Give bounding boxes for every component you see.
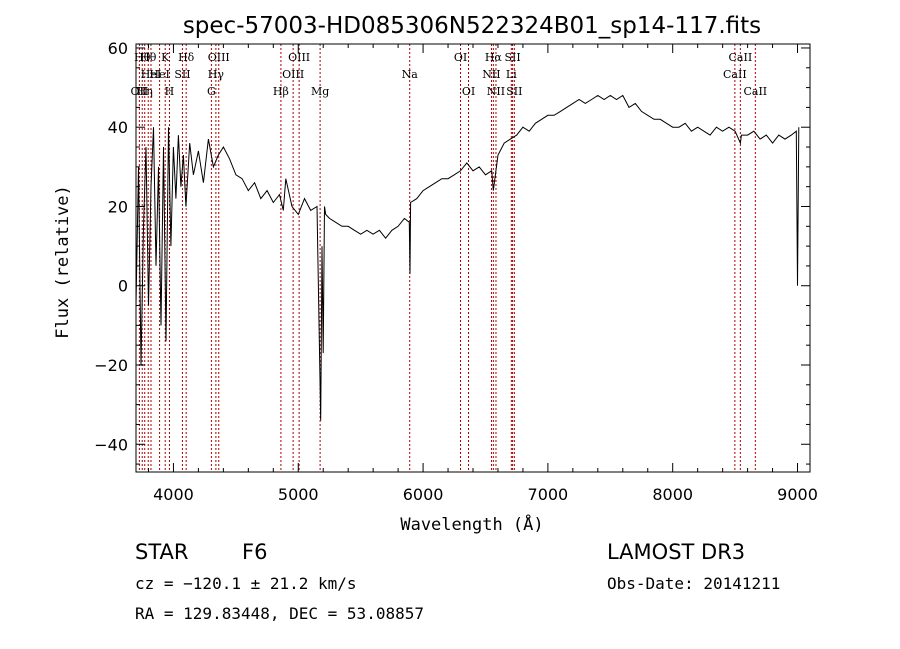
line-marker-label: CaII bbox=[743, 85, 767, 98]
spectrum-line bbox=[135, 94, 800, 421]
line-marker-label: Hθ bbox=[140, 51, 157, 64]
line-marker-label: Li bbox=[506, 68, 517, 81]
line-marker-label: Hγ bbox=[208, 68, 225, 81]
y-tick-label: 60 bbox=[108, 39, 128, 58]
line-marker-label: OI bbox=[462, 85, 475, 98]
line-marker-label: Hβ bbox=[273, 85, 289, 98]
spectrum-series bbox=[135, 94, 800, 421]
object-class: STAR bbox=[135, 540, 189, 564]
line-marker-label: HeI bbox=[141, 68, 161, 81]
line-marker-label: Hδ bbox=[178, 51, 195, 64]
line-markers bbox=[138, 44, 756, 472]
line-marker-label: G bbox=[207, 85, 216, 98]
y-tick-label: −40 bbox=[94, 435, 128, 454]
line-marker-label: Hθ bbox=[134, 51, 151, 64]
survey-name: LAMOST DR3 bbox=[607, 540, 746, 564]
velocity-text: cz = −120.1 ± 21.2 km/s bbox=[135, 574, 357, 593]
line-marker-label: OIII bbox=[208, 51, 230, 64]
line-marker-label: Hη bbox=[137, 85, 153, 98]
line-marker-label: H bbox=[165, 85, 175, 98]
line-marker-label: CaII bbox=[729, 51, 753, 64]
line-marker-labels: OIIHθHηHθHeIHeIKHSIIHδGHγOIIIHβOIIIOIIIM… bbox=[131, 51, 768, 98]
y-tick-label: 20 bbox=[108, 197, 128, 216]
x-tick-label: 5000 bbox=[278, 485, 319, 504]
x-tick-label: 4000 bbox=[153, 485, 194, 504]
line-marker-label: SII bbox=[504, 51, 520, 64]
x-tick-label: 6000 bbox=[403, 485, 444, 504]
line-marker-label: NII bbox=[482, 68, 500, 81]
line-marker-label: K bbox=[161, 51, 170, 64]
line-marker-label: OI bbox=[454, 51, 467, 64]
line-marker-label: Hα bbox=[485, 51, 503, 64]
plot-frame bbox=[135, 43, 811, 473]
line-marker-label: OII bbox=[131, 85, 149, 98]
object-subclass: F6 bbox=[242, 540, 268, 564]
x-tick-label: 7000 bbox=[528, 485, 569, 504]
line-marker-label: NII bbox=[487, 85, 505, 98]
line-marker-label: SII bbox=[174, 68, 190, 81]
axes: 4000 5000 6000 7000 8000 9000 −40 −20 0 20 40 60 bbox=[94, 39, 818, 504]
y-tick-label: 40 bbox=[108, 118, 128, 137]
chart-title: spec-57003-HD085306N522324B01_sp14-117.f… bbox=[183, 13, 761, 39]
obs-date: Obs-Date: 20141211 bbox=[607, 574, 781, 593]
y-axis-label: Flux (relative) bbox=[53, 185, 73, 339]
line-marker-label: Mg bbox=[311, 85, 329, 98]
y-tick-label: 0 bbox=[118, 277, 128, 296]
y-tick-label: −20 bbox=[94, 356, 128, 375]
line-marker-label: OIII bbox=[288, 51, 310, 64]
line-marker-label: CaII bbox=[723, 68, 747, 81]
line-marker-label: HeI bbox=[149, 68, 169, 81]
line-marker-label: OIII bbox=[282, 68, 304, 81]
line-marker-label: Na bbox=[402, 68, 419, 81]
coordinates-text: RA = 129.83448, DEC = 53.08857 bbox=[135, 604, 424, 623]
x-tick-label: 8000 bbox=[652, 485, 693, 504]
x-axis-label: Wavelength (Å) bbox=[400, 513, 543, 535]
x-tick-label: 9000 bbox=[777, 485, 818, 504]
line-marker-label: SII bbox=[506, 85, 522, 98]
